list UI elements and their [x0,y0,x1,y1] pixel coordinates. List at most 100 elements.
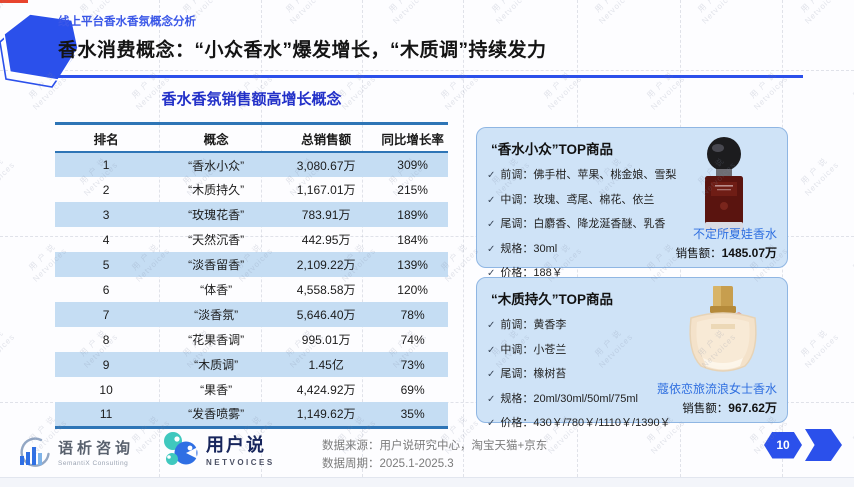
panel-title: “木质持久”TOP商品 [491,292,614,307]
watermark-text: 用 户 说 Netvoices [0,156,17,198]
watermark-text: 用 户 说 Netvoices [696,0,738,26]
cell-concept: “淡香留香” [188,258,245,272]
title-underline [55,75,803,78]
blue-polygon-decoration [0,13,79,88]
cell-sales: 4,558.58万 [296,283,356,297]
cell-rank: 8 [102,332,110,347]
cell-rank: 4 [102,232,110,247]
grid-line [159,0,160,487]
table-row: 3 “玫瑰花香” 783.91万 189% [55,202,448,227]
table-row: 2 “木质持久” 1,167.01万 215% [55,177,448,202]
data-period-line: 数据周期：2025.1-2025.3 [322,458,454,470]
cell-rank: 6 [102,282,110,297]
watermark-text: 用 户 说 Netvoices [490,0,532,26]
cell-growth: 309% [397,158,428,172]
cell-rank: 10 [99,382,113,397]
watermark-text: 用 户 说 Netvoices [851,431,854,445]
logo1-name: 语析咨询 [58,440,135,457]
cell-rank: 5 [102,257,110,272]
cell-rank: 11 [99,406,113,421]
page-navigation: 10 [764,429,842,461]
table-row: 9 “木质调” 1.45亿 73% [55,352,448,377]
check-icon: ✓ [487,369,496,380]
bullet-text: 尾调：白麝香、降龙涎香醚、乳香 [500,218,666,230]
cell-concept: “香水小众” [188,158,245,173]
cell-concept: “木质持久” [188,183,245,197]
check-icon: ✓ [487,194,496,206]
product-name-link[interactable]: 不定所夏娃香水 [692,227,777,241]
watermark-text: 用 户 说 Netvoices [851,259,854,273]
check-icon: ✓ [487,243,496,255]
col-header-concept: 概念 [203,132,229,147]
bullet-text: 中调：小苍兰 [500,343,567,356]
panel-bullet: ✓ 中调：小苍兰 [487,341,683,357]
grid-line [0,236,854,237]
bullet-text: 前调：黄香李 [500,319,567,331]
cell-growth: 35% [400,406,425,421]
panel-bullet: ✓ 前调：佛手柑、苹果、桃金娘、雪梨 [487,166,683,182]
check-icon: ✓ [487,170,496,181]
data-source-line: 数据来源：用户说研究中心，淘宝天猫+京东 [322,440,548,452]
grid-line [463,0,464,487]
sales-value: 1485.07万 [721,246,777,260]
col-header-rank: 排名 [93,132,119,147]
footer-strip [0,478,854,487]
page-title: 香水消费概念：“小众香水”爆发增长，“木质调”持续发力 [58,40,547,61]
logo2-name: 用户说 [206,435,266,455]
cell-growth: 215% [397,182,428,197]
cell-sales: 3,080.67万 [296,158,356,173]
cell-sales: 995.01万 [301,333,351,347]
bullet-text: 价格：188￥ [500,267,563,279]
cell-rank: 3 [102,207,110,222]
watermark-text: 用 户 说 Netvoices [851,87,854,101]
grid-line [362,0,363,487]
watermark-text: 用 户 说 Netvoices [799,328,841,370]
cell-growth: 184% [397,232,428,247]
cell-sales: 1,167.01万 [296,183,356,197]
table-title: 香水香氛销售额高增长概念 [161,91,342,108]
semantix-logo-text: 语析咨询 SemantiX Consulting [58,437,134,467]
cell-concept: “发香喷雾” [188,407,245,422]
semantix-logo-icon [20,437,50,467]
bullet-text: 价格：430￥/780￥/1110￥/1390￥ [500,417,671,429]
cell-concept: “天然沉香” [188,233,245,247]
cell-growth: 78% [400,307,425,322]
cell-rank: 7 [102,307,110,322]
bullet-text: 尾调：橡树苔 [500,368,567,380]
table-row: 11 “发香喷雾” 1,149.62万 35% [55,402,448,427]
product-caption: 蔻依恋旅流浪女士香水 销售额：967.62万 [657,380,777,416]
watermark-text: 用 户 说 Netvoices [593,0,635,26]
logo1-subtitle: SemantiX Consulting [58,460,129,467]
semantix-logo: 语析咨询 SemantiX Consulting [10,433,134,471]
table-header-row: 排名 概念 总销售额 同比增长率 [55,123,448,152]
cell-sales: 2,109.22万 [296,258,356,272]
cell-sales: 4,424.92万 [296,383,356,397]
netvoices-logo: 用户说 NETVOICES [160,430,275,468]
product-sales: 销售额：1485.07万 [676,244,777,261]
next-page-arrow-icon[interactable] [805,429,842,461]
table-row: 4 “天然沉香” 442.95万 184% [55,227,448,252]
bullet-text: 中调：玫瑰、鸢尾、棉花、依兰 [500,193,655,206]
footer-divider [0,477,854,478]
product-sales: 销售额：967.62万 [657,399,777,416]
sales-value: 967.62万 [728,401,777,415]
netvoices-logo-icon [164,432,198,465]
page-number-badge: 10 [764,431,802,459]
netvoices-logo-text: 用户说 NETVOICES [206,431,275,467]
cell-sales: 783.91万 [301,208,351,222]
product-name-link[interactable]: 蔻依恋旅流浪女士香水 [656,382,777,396]
panel-woody-lasting-top: “木质持久”TOP商品 ✓ 前调：黄香李 ✓ 中调：小苍兰 ✓ 尾调：橡树苔 ✓ 规格：… [476,277,788,429]
col-header-sales: 总销售额 [301,132,352,147]
cell-growth: 120% [397,282,428,297]
data-source-note: 数据来源：用户说研究中心，淘宝天猫+京东 数据周期：2025.1-2025.3 [322,437,547,473]
cell-concept: “体香” [200,283,233,297]
watermark-text: 用 户 说 Netvoices [387,0,429,26]
perfume-bottle-image [705,137,743,232]
slide-eyebrow: 线上平台香水香氛概念分析 [58,16,196,28]
table-row: 10 “果香” 4,424.92万 69% [55,377,448,402]
growth-concepts-table: 排名 概念 总销售额 同比增长率 1 “香水小众” 3,080.67万 309% 2 “… [55,122,448,429]
panel-bullet: ✓ 规格：30ml [487,240,683,256]
table-row: 6 “体香” 4,558.58万 120% [55,277,448,302]
cell-sales: 1,149.62万 [296,407,356,422]
panel-bullet: ✓ 中调：玫瑰、鸢尾、棉花、依兰 [487,191,683,207]
